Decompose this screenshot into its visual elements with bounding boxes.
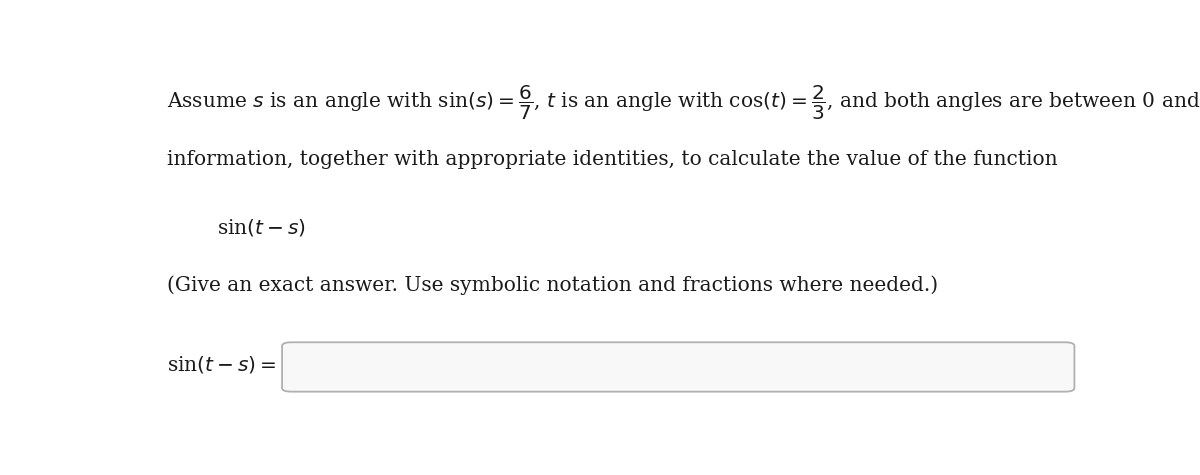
Text: information, together with appropriate identities, to calculate the value of the: information, together with appropriate i… xyxy=(167,150,1057,169)
Text: sin$(t - s) =$: sin$(t - s) =$ xyxy=(167,354,276,375)
Text: (Give an exact answer. Use symbolic notation and fractions where needed.): (Give an exact answer. Use symbolic nota… xyxy=(167,276,938,295)
Text: Assume $s$ is an angle with sin$(s) = \dfrac{6}{7}$, $t$ is an angle with cos$(t: Assume $s$ is an angle with sin$(s) = \d… xyxy=(167,84,1200,122)
FancyBboxPatch shape xyxy=(282,342,1074,392)
Text: sin$(t - s)$: sin$(t - s)$ xyxy=(217,217,306,238)
